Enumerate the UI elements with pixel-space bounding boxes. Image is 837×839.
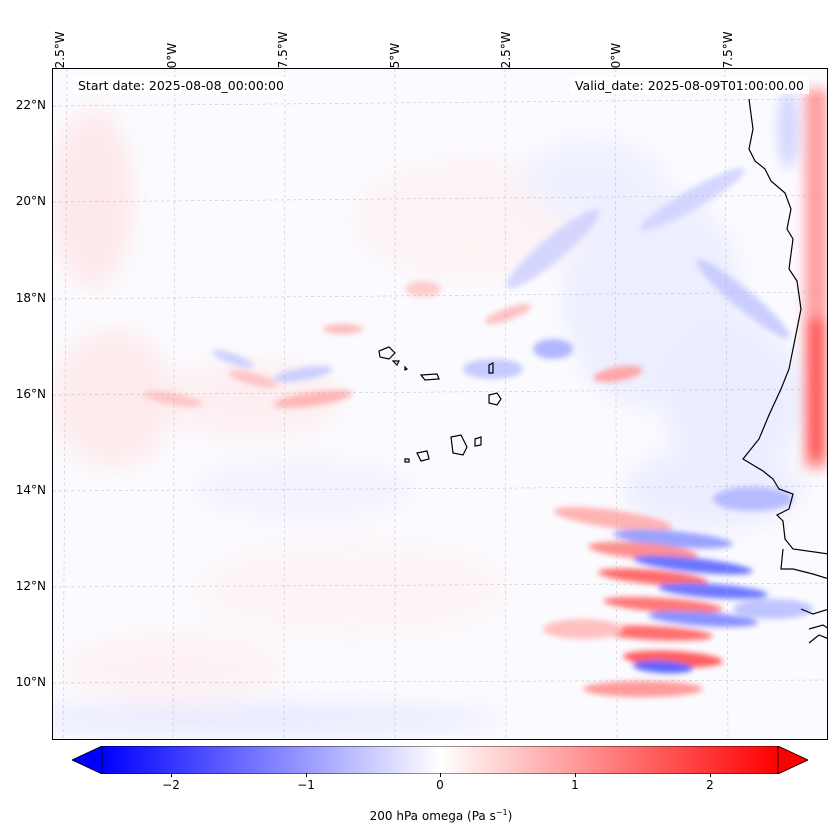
colorbar-tick-mark: [575, 773, 576, 777]
map-panel: Start date: 2025-08-08_00:00:00 Valid_da…: [52, 68, 828, 740]
lat-label: 18°N: [15, 291, 46, 305]
colorbar-tick-mark: [440, 773, 441, 777]
colorbar-tick-mark: [306, 773, 307, 777]
african-coastline: [742, 98, 827, 644]
colorbar-tick-label: −2: [162, 778, 180, 792]
cape-verde-islands: [378, 346, 502, 463]
lat-label: 16°N: [15, 387, 46, 401]
colorbar: [72, 746, 808, 774]
colorbar-tick-label: 2: [706, 778, 714, 792]
valid-date-label: Valid_date: 2025-08-09T01:00:00.00: [569, 77, 809, 94]
colorbar-tick-mark: [171, 773, 172, 777]
colorbar-label: 200 hPa omega (Pa s−1): [369, 808, 513, 823]
colorbar-tick-label: −1: [297, 778, 315, 792]
colorbar-tick-label: 1: [571, 778, 579, 792]
colorbar-tick-label: 0: [436, 778, 444, 792]
lat-label: 12°N: [15, 579, 46, 593]
colorbar-tick-mark: [710, 773, 711, 777]
lat-label: 22°N: [15, 98, 46, 112]
start-date-label: Start date: 2025-08-08_00:00:00: [73, 77, 289, 94]
lat-label: 10°N: [15, 675, 46, 689]
omega-field: [53, 69, 827, 739]
lat-label: 20°N: [15, 194, 46, 208]
lat-label: 14°N: [15, 483, 46, 497]
